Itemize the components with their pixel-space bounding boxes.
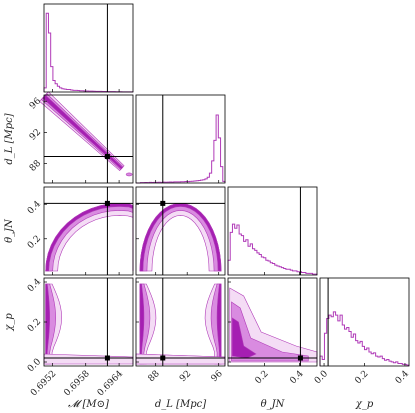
yaxis-label-2: θ_JN [4,218,15,243]
panel-frame-1-1 [135,94,226,184]
yaxis-label-3: χ_p [4,313,15,332]
xtick-label: 0.0 [313,369,330,386]
contour-2-3-inner [232,317,257,359]
histogram-0 [43,12,134,93]
xtick-label: 0.6958 [62,369,92,399]
xtick-label: 88 [147,369,162,384]
truth-marker-2-3 [297,355,303,361]
xtick-label: 0.4 [288,369,305,386]
ytick-label: 0.4 [26,199,43,216]
contour-0-1-island [125,172,133,177]
xaxis-label-1: d_L [Mpc] [155,399,206,410]
ytick-label: 96 [28,96,43,111]
ytick-label: 0.0 [26,357,43,374]
ytick-label: 0.2 [26,317,43,334]
truth-marker-0-2 [104,200,110,206]
xtick-label: 0.2 [353,369,370,386]
ytick-label: 92 [28,127,43,142]
histogram-1 [136,114,226,184]
truth-marker-0-3 [104,355,110,361]
xtick-label: 92 [178,369,193,384]
ytick-label: 88 [28,158,43,173]
xaxis-label-2: θ_JN [261,399,286,410]
contour-2-3-mid [231,301,309,362]
panel-frame-0-0 [43,3,134,93]
contour-0-1-inner [42,94,123,170]
xtick-label: 0.4 [394,369,411,386]
xtick-label: 0.2 [254,369,271,386]
panel-frame-2-2 [227,186,318,276]
histogram-3 [319,311,410,366]
contour-1-2-2 [139,203,222,272]
panel-frame-0-2 [43,186,134,276]
panel-frame-3-3 [319,277,410,367]
yaxis-label-1: d_L [Mpc] [4,113,15,164]
panel-frame-0-1 [43,94,134,184]
ytick-label: 0.2 [26,234,43,251]
axis-labels: 𝓜 [M⊙] d_L [Mpc] θ_JN χ_p d_L [Mpc] θ_JN χ_p [4,113,374,410]
truth-marker-1-2 [160,200,166,206]
histogram-2 [227,223,318,275]
panel-frame-1-2 [135,186,226,276]
contour-0-3-band [43,353,134,365]
xaxis-label-0: 𝓜 [M⊙] [68,399,109,410]
truth-marker-1-3 [160,355,166,361]
xaxis-label-3: χ_p [355,399,374,410]
panels [39,3,410,367]
xtick-label: 0.6964 [96,369,126,399]
xtick-label: 96 [210,369,225,384]
ytick-label: 0.4 [26,277,43,294]
truth-marker-0-1 [104,154,110,160]
contour-1-3-right-band [135,353,226,365]
